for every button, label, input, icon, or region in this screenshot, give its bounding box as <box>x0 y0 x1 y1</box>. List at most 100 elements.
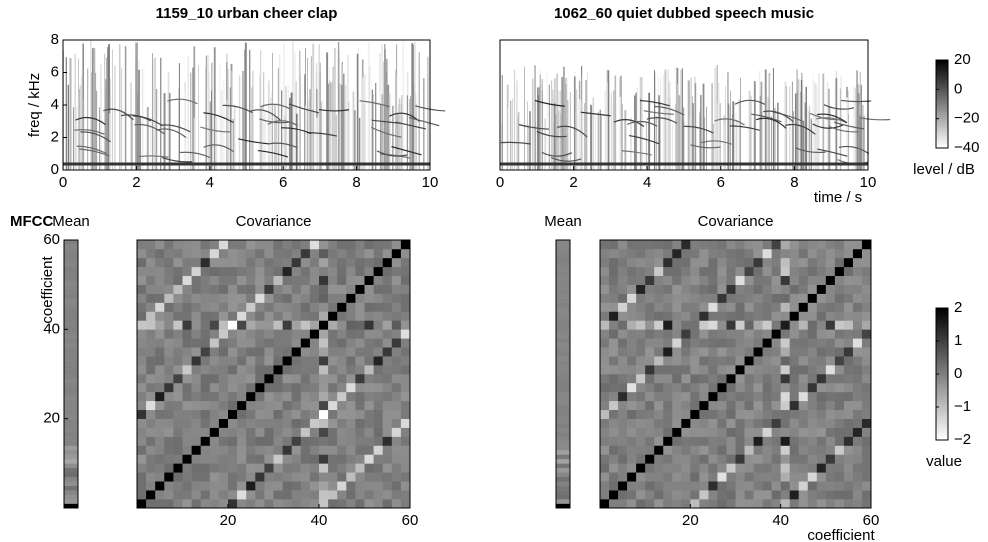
covariance-cell <box>364 365 374 375</box>
covariance-cell <box>825 293 836 303</box>
covariance-cell <box>681 463 691 473</box>
covariance-cell <box>753 400 763 411</box>
mean-cell <box>64 329 78 335</box>
covariance-cell <box>789 374 800 384</box>
covariance-cell <box>182 445 192 455</box>
covariance-cell <box>282 356 292 366</box>
covariance-cell <box>789 347 800 357</box>
covariance-cell <box>309 454 320 464</box>
covariance-cell <box>137 347 147 357</box>
covariance-cell <box>735 347 745 357</box>
covariance-cell <box>282 472 292 482</box>
mean-cell <box>64 396 78 402</box>
covariance-cell <box>681 240 691 250</box>
covariance-cell <box>291 248 302 259</box>
covariance-cell <box>852 240 863 250</box>
covariance-cell <box>717 248 727 259</box>
covariance-cell <box>264 302 274 312</box>
covariance-cell <box>852 391 863 402</box>
covariance-cell <box>146 266 156 277</box>
covariance-cell <box>600 365 610 375</box>
mean-cell <box>556 284 570 290</box>
covariance-cell <box>391 257 402 268</box>
covariance-cell <box>609 257 619 268</box>
covariance-cell <box>780 391 790 402</box>
covariance-cell <box>717 472 727 482</box>
covariance-cell <box>309 427 320 437</box>
mean-cell <box>556 240 570 245</box>
covariance-cell <box>762 499 772 509</box>
covariance-cell <box>825 391 836 402</box>
covariance-cell <box>191 240 201 250</box>
covariance-cell <box>146 374 156 384</box>
covariance-cell <box>355 454 365 464</box>
covariance-cell <box>182 266 192 277</box>
covariance-cell <box>672 463 682 473</box>
covariance-cell <box>726 302 736 312</box>
mean-cell <box>64 253 78 259</box>
covariance-cell <box>255 347 265 357</box>
mean-cell <box>556 307 570 312</box>
covariance-cell <box>681 275 691 285</box>
covariance-cell <box>852 248 863 259</box>
covariance-cell <box>309 499 320 509</box>
covariance-cell <box>807 311 818 321</box>
covariance-cell <box>382 454 393 464</box>
covariance-cell <box>609 436 619 446</box>
covariance-cell <box>825 427 836 437</box>
covariance-cell <box>843 445 854 455</box>
y-tick-label: 2 <box>51 128 59 145</box>
covariance-cell <box>690 490 700 500</box>
covariance-cell <box>191 347 201 357</box>
covariance-cell <box>264 284 274 294</box>
covariance-cell <box>337 436 347 446</box>
covariance-cell <box>218 374 229 384</box>
x-tick-label: 4 <box>206 174 214 191</box>
covariance-cell <box>825 499 836 509</box>
covariance-cell <box>300 445 311 455</box>
covariance-cell <box>291 490 302 500</box>
covariance-cell <box>744 275 754 285</box>
covariance-cell <box>807 409 818 419</box>
covariance-cell <box>753 427 763 437</box>
covariance-cell <box>246 374 256 384</box>
covariance-cell <box>137 329 147 339</box>
covariance-cell <box>300 365 311 375</box>
covariance-cell <box>255 463 265 473</box>
covariance-cell <box>627 275 637 285</box>
covariance-cell <box>319 391 329 402</box>
covariance-cell <box>663 311 673 321</box>
covariance-cell <box>337 347 347 357</box>
covariance-cell <box>191 338 201 348</box>
covariance-cell <box>373 445 383 455</box>
covariance-cell <box>771 347 781 357</box>
covariance-cell <box>672 454 682 464</box>
covariance-cell <box>681 436 691 446</box>
spectrogram-harmonic <box>541 151 573 157</box>
covariance-cell <box>672 293 682 303</box>
covariance-cell <box>717 418 727 428</box>
covariance-cell <box>309 248 320 259</box>
covariance-cell <box>364 472 374 482</box>
spectrogram-harmonic <box>74 129 105 135</box>
covariance-cell <box>825 463 836 473</box>
covariance-cell <box>807 490 818 500</box>
spectrogram-harmonic <box>167 98 198 105</box>
covariance-cell <box>654 248 664 259</box>
covariance-cell <box>137 275 147 285</box>
covariance-cell <box>861 382 872 393</box>
spectrogram-harmonic <box>376 150 408 157</box>
covariance-cell <box>654 427 664 437</box>
covariance-cell <box>753 499 763 509</box>
covariance-cell <box>364 382 374 393</box>
covariance-cell <box>681 365 691 375</box>
spectrogram-harmonic <box>371 119 402 124</box>
covariance-cell <box>391 472 402 482</box>
mean-cell <box>64 302 78 308</box>
covariance-cell <box>636 347 646 357</box>
covariance-cell <box>699 436 709 446</box>
covariance-cell <box>182 382 192 393</box>
covariance-cell <box>191 490 201 500</box>
mean-cell <box>64 427 78 433</box>
covariance-cell <box>309 365 320 375</box>
